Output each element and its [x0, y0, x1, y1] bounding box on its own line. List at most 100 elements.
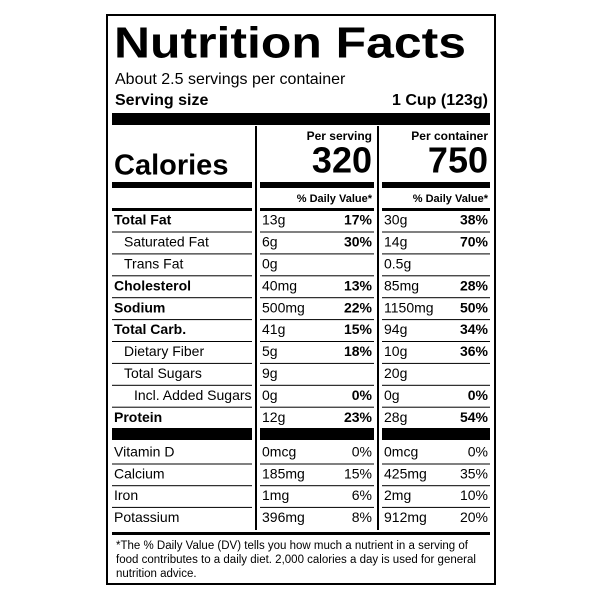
amount: 10g	[384, 343, 407, 359]
daily-value: 10%	[460, 487, 488, 503]
rule	[260, 208, 374, 211]
serving-size-value: 1 Cup (123g)	[392, 92, 488, 109]
nutrient-name: Total Sugars	[124, 365, 202, 381]
amount: 185mg	[262, 465, 305, 481]
title: Nutrition Facts	[114, 19, 466, 68]
daily-value: 54%	[460, 409, 489, 425]
daily-value: 23%	[344, 409, 373, 425]
nutrient-name: Cholesterol	[114, 277, 191, 293]
row-rule	[382, 406, 490, 408]
daily-value: 6%	[352, 487, 372, 503]
row-rule	[260, 341, 374, 342]
nutrient-name: Dietary Fiber	[124, 343, 204, 359]
daily-value: 34%	[460, 321, 489, 337]
nutrient-name: Trans Fat	[124, 256, 183, 272]
nutrient-name: Potassium	[114, 509, 179, 525]
nutrient-name: Saturated Fat	[124, 234, 209, 250]
amount: 94g	[384, 321, 407, 337]
amount: 6g	[262, 234, 278, 250]
daily-value: 0%	[352, 444, 372, 460]
calories-value: 750	[428, 140, 488, 181]
daily-value: 36%	[460, 343, 489, 359]
row-rule	[260, 384, 374, 386]
amount: 0g	[262, 256, 278, 272]
amount: 14g	[384, 234, 407, 250]
row-rule	[382, 384, 490, 386]
amount: 1150mg	[384, 299, 434, 315]
amount: 0g	[262, 387, 278, 403]
label-border	[106, 14, 496, 585]
row-rule	[260, 463, 374, 465]
amount: 9g	[262, 365, 278, 381]
serving-size-label: Serving size	[115, 92, 208, 109]
amount: 28g	[384, 409, 407, 425]
amount: 396mg	[262, 509, 305, 525]
row-rule	[382, 231, 490, 233]
nutrient-name: Incl. Added Sugars	[134, 387, 252, 403]
row-rule	[260, 406, 374, 408]
daily-value: 70%	[460, 234, 489, 250]
daily-value: 18%	[344, 343, 373, 359]
row-rule	[382, 297, 490, 299]
amount: 500mg	[262, 299, 305, 315]
thick-bar	[112, 428, 252, 440]
nutrient-name: Calcium	[114, 465, 165, 481]
amount: 30g	[384, 212, 407, 228]
row-rule	[382, 362, 490, 364]
row-rule	[112, 319, 252, 321]
daily-value: 17%	[344, 212, 373, 228]
amount: 0g	[384, 387, 400, 403]
row-rule	[382, 485, 490, 487]
daily-value: 35%	[460, 465, 488, 481]
amount: 0.5g	[384, 256, 411, 272]
bottom-rule	[112, 532, 490, 535]
rule	[382, 208, 490, 211]
thick-bar	[112, 113, 490, 125]
row-rule	[382, 253, 490, 255]
column-heading: Per serving	[307, 129, 372, 143]
daily-value: 30%	[344, 234, 373, 250]
footnote-line: *The % Daily Value (DV) tells you how mu…	[116, 540, 469, 552]
amount: 5g	[262, 343, 278, 359]
row-rule	[112, 253, 252, 255]
medium-bar	[112, 182, 252, 188]
row-rule	[112, 406, 252, 408]
rule	[112, 208, 252, 211]
daily-value: 38%	[460, 212, 489, 228]
footnote-line: food contributes to a daily diet. 2,000 …	[116, 554, 476, 566]
row-rule	[260, 297, 374, 299]
daily-value: 50%	[460, 299, 489, 315]
calories-value: 320	[312, 140, 372, 181]
nutrient-name: Total Fat	[114, 212, 172, 228]
amount: 0mcg	[384, 444, 418, 460]
daily-value: 15%	[344, 321, 373, 337]
row-rule	[260, 319, 374, 321]
amount: 40mg	[262, 277, 297, 293]
row-rule	[260, 485, 374, 487]
row-rule	[260, 506, 374, 508]
daily-value: 15%	[344, 465, 372, 481]
row-rule	[260, 231, 374, 233]
row-rule	[382, 341, 490, 342]
row-rule	[112, 362, 252, 364]
footnote-line: nutrition advice.	[116, 568, 197, 580]
nutrient-name: Sodium	[114, 299, 165, 315]
row-rule	[112, 341, 252, 342]
row-rule	[112, 275, 252, 277]
row-rule	[260, 253, 374, 255]
nutrient-name: Vitamin D	[114, 444, 174, 460]
nutrient-name: Total Carb.	[114, 321, 186, 337]
row-rule	[112, 485, 252, 487]
row-rule	[112, 297, 252, 299]
amount: 41g	[262, 321, 285, 337]
amount: 912mg	[384, 509, 427, 525]
row-rule	[382, 506, 490, 508]
amount: 2mg	[384, 487, 411, 503]
row-rule	[112, 506, 252, 508]
amount: 12g	[262, 409, 285, 425]
column-heading: Per container	[411, 129, 488, 143]
daily-value: 0%	[468, 387, 489, 403]
dv-heading: % Daily Value*	[413, 193, 489, 205]
medium-bar	[382, 182, 490, 188]
row-rule	[260, 362, 374, 364]
